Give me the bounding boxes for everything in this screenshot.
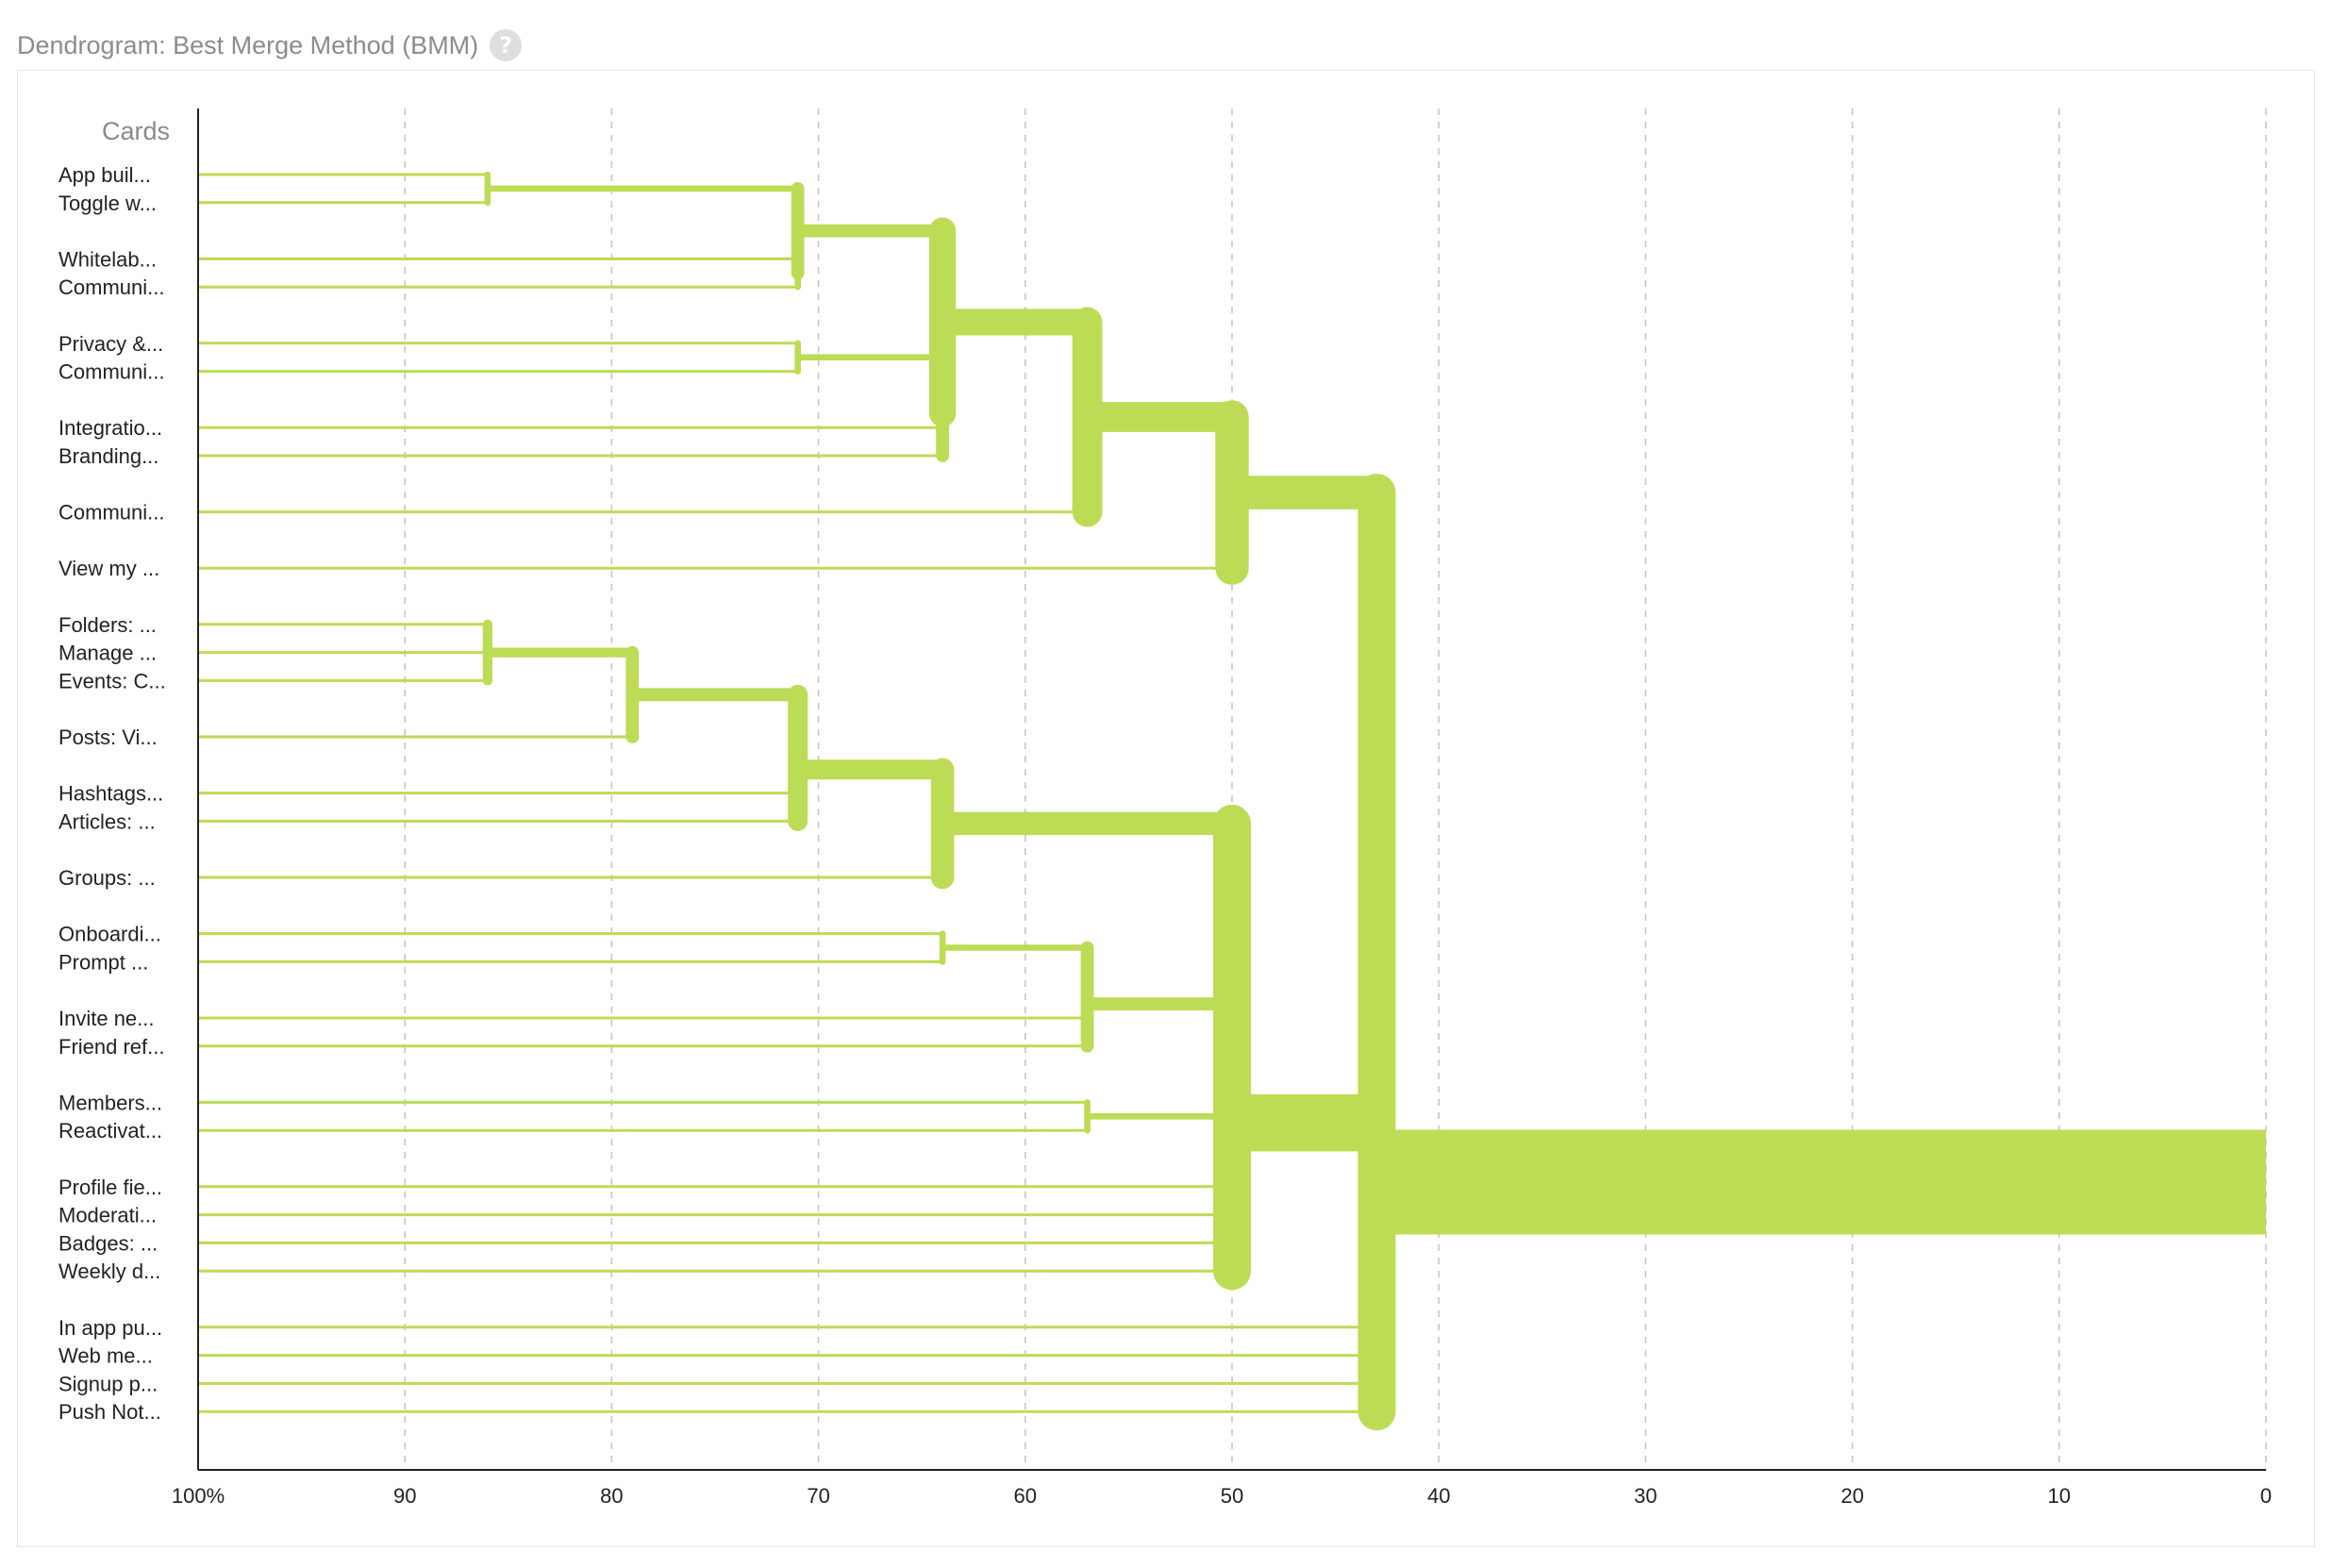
leaf-label: Friend ref... xyxy=(58,1035,164,1059)
leaf-label: Weekly d... xyxy=(58,1259,160,1283)
leaf-label: Communi... xyxy=(58,501,164,525)
leaf-label: Communi... xyxy=(58,360,164,384)
leaf-label: Hashtags... xyxy=(58,782,163,806)
leaf-label: Branding... xyxy=(58,444,158,468)
y-axis-title: Cards xyxy=(102,117,170,145)
leaf-label: Folders: ... xyxy=(58,613,157,637)
leaf-label: Prompt ... xyxy=(58,950,148,974)
leaf-label: App buil... xyxy=(58,163,151,187)
chart-panel xyxy=(17,70,2315,1547)
x-tick-label: 100% xyxy=(172,1484,225,1508)
x-tick-label: 40 xyxy=(1427,1484,1450,1508)
leaf-label: Badges: ... xyxy=(58,1231,158,1255)
x-tick-label: 20 xyxy=(1841,1484,1863,1508)
leaf-label: View my ... xyxy=(58,557,159,580)
x-tick-label: 50 xyxy=(1221,1484,1243,1508)
leaf-label: Manage ... xyxy=(58,642,157,665)
leaf-label: Communi... xyxy=(58,275,164,299)
leaf-label: Push Not... xyxy=(58,1400,161,1424)
leaf-label: Events: C... xyxy=(58,669,166,692)
leaf-label: Groups: ... xyxy=(58,866,156,890)
chart-title: Dendrogram: Best Merge Method (BMM) xyxy=(17,30,479,59)
leaf-label: Toggle w... xyxy=(58,192,157,215)
x-tick-label: 90 xyxy=(393,1484,416,1508)
leaf-label: Moderati... xyxy=(58,1204,157,1227)
x-tick-label: 0 xyxy=(2260,1484,2272,1508)
x-tick-label: 60 xyxy=(1014,1484,1037,1508)
leaf-label: Reactivat... xyxy=(58,1119,162,1143)
leaf-label: Integratio... xyxy=(58,416,162,440)
leaf-label: Signup p... xyxy=(58,1372,158,1395)
chart-header: Dendrogram: Best Merge Method (BMM) ? xyxy=(17,26,523,64)
leaf-label: Web me... xyxy=(58,1344,153,1368)
leaf-label: Members... xyxy=(58,1091,162,1114)
leaf-label: Profile fie... xyxy=(58,1176,162,1199)
leaf-label: Articles: ... xyxy=(58,809,156,833)
x-tick-label: 30 xyxy=(1634,1484,1657,1508)
help-icon[interactable]: ? xyxy=(490,29,523,61)
x-tick-labels: 100% 90 80 70 60 50 40 30 20 10 0 xyxy=(172,1484,2272,1508)
leaf-label: Posts: Vi... xyxy=(58,726,158,749)
x-tick-label: 70 xyxy=(807,1484,829,1508)
leaf-label: Privacy &... xyxy=(58,332,163,356)
leaf-label: Onboardi... xyxy=(58,923,161,946)
x-tick-label: 10 xyxy=(2048,1484,2071,1508)
leaf-label: Invite ne... xyxy=(58,1007,155,1030)
x-tick-label: 80 xyxy=(600,1484,623,1508)
leaf-label: Whitelab... xyxy=(58,247,157,271)
grid-lines xyxy=(404,108,2267,1470)
leaf-labels: App buil... Toggle w... Whitelab... Communi… xyxy=(58,163,166,1424)
leaf-label: In app pu... xyxy=(58,1316,162,1340)
dendrogram-links xyxy=(198,171,2266,1431)
axes: Cards xyxy=(102,108,2266,1471)
